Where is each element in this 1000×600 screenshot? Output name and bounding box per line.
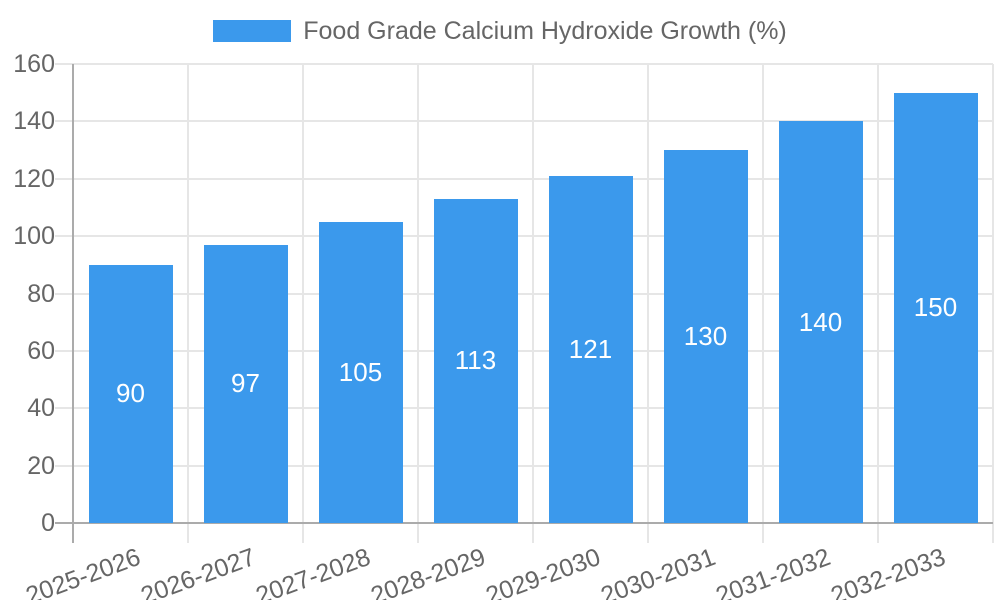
bar-value-label: 90 — [116, 378, 145, 409]
y-axis-label: 140 — [13, 107, 55, 136]
x-axis-label: 2028-2029 — [367, 543, 490, 600]
h-gridline — [55, 407, 993, 410]
v-gridline — [647, 64, 649, 543]
bar-2031-2032: 140 — [778, 121, 863, 523]
h-gridline — [55, 120, 993, 123]
v-gridline — [302, 64, 304, 543]
y-axis-label: 80 — [27, 279, 55, 308]
v-gridline — [532, 64, 534, 543]
x-axis-label: 2029-2030 — [482, 543, 605, 600]
bar-value-label: 105 — [338, 356, 383, 387]
y-axis-label: 40 — [27, 394, 55, 423]
bar-2027-2028: 105 — [318, 221, 403, 523]
h-gridline — [55, 292, 993, 295]
legend-label: Food Grade Calcium Hydroxide Growth (%) — [303, 16, 787, 45]
h-gridline — [55, 464, 993, 467]
bar-2025-2026: 90 — [88, 264, 173, 523]
x-axis-label: 2031-2032 — [712, 543, 835, 600]
x-axis-label: 2032-2033 — [827, 543, 950, 600]
y-axis-label: 20 — [27, 451, 55, 480]
y-axis-label: 0 — [41, 509, 55, 537]
h-gridline — [55, 349, 993, 352]
v-gridline — [992, 64, 994, 543]
bar-2032-2033: 150 — [893, 92, 978, 523]
bar-value-label: 113 — [454, 345, 497, 376]
bar-value-label: 121 — [568, 333, 613, 364]
chart-legend-item[interactable]: Food Grade Calcium Hydroxide Growth (%) — [0, 17, 1000, 45]
bar-value-label: 130 — [683, 321, 728, 352]
h-gridline — [55, 235, 993, 238]
v-gridline — [187, 64, 189, 543]
h-gridline — [55, 63, 993, 65]
bar-2026-2027: 97 — [203, 244, 288, 523]
x-axis-label: 2027-2028 — [252, 543, 375, 600]
bar-value-label: 140 — [798, 306, 843, 337]
bar-value-label: 150 — [913, 292, 958, 323]
legend-color-swatch — [213, 20, 292, 42]
y-axis-label: 60 — [27, 336, 55, 365]
v-gridline — [877, 64, 879, 543]
y-axis-label: 160 — [13, 50, 55, 78]
x-axis-label: 2026-2027 — [137, 543, 260, 600]
bar-2029-2030: 121 — [548, 175, 633, 523]
y-axis-label: 100 — [13, 222, 55, 251]
x-axis-label: 2025-2026 — [22, 543, 145, 600]
v-gridline — [417, 64, 419, 543]
x-axis-label: 2030-2031 — [597, 543, 720, 600]
bar-2028-2029: 113 — [433, 198, 518, 523]
y-axis-line — [72, 64, 74, 543]
v-gridline — [762, 64, 764, 543]
bar-2030-2031: 130 — [663, 150, 748, 523]
x-axis-line — [55, 522, 993, 524]
h-gridline — [55, 177, 993, 180]
y-axis-label: 120 — [13, 164, 55, 193]
bar-value-label: 97 — [231, 368, 260, 399]
